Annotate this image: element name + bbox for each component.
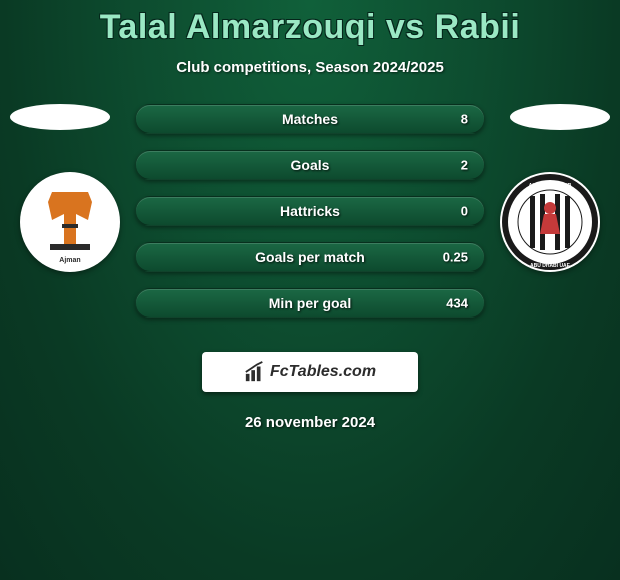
brand-badge[interactable]: FcTables.com: [202, 352, 418, 392]
bar-chart-icon: [244, 361, 266, 383]
ajman-club-icon: Ajman: [20, 172, 120, 272]
svg-text:Ajman: Ajman: [59, 257, 80, 264]
stat-row-hattricks: Hattricks 0: [135, 196, 485, 226]
stat-label: Hattricks: [280, 203, 340, 219]
svg-text:AL JAZIRA CLUB: AL JAZIRA CLUB: [529, 183, 572, 189]
stat-value: 8: [461, 112, 468, 127]
comparison-panel: Ajman AL JAZIRA CLUB ABU DHABI UAE Match…: [0, 104, 620, 334]
player-right-silhouette: [510, 104, 610, 130]
brand-text: FcTables.com: [270, 363, 376, 381]
stat-label: Matches: [282, 111, 338, 127]
stat-value: 0: [461, 204, 468, 219]
stat-row-matches: Matches 8: [135, 104, 485, 134]
stat-label: Goals: [291, 157, 330, 173]
stat-value: 0.25: [443, 250, 468, 265]
stat-row-min-per-goal: Min per goal 434: [135, 288, 485, 318]
club-badge-right: AL JAZIRA CLUB ABU DHABI UAE: [500, 172, 600, 272]
stat-value: 434: [446, 296, 468, 311]
club-badge-left: Ajman: [20, 172, 120, 272]
stat-label: Goals per match: [255, 249, 365, 265]
player-left-silhouette: [10, 104, 110, 130]
al-jazira-club-icon: AL JAZIRA CLUB ABU DHABI UAE: [500, 172, 600, 272]
page-title: Talal Almarzouqi vs Rabii: [0, 0, 620, 47]
stat-value: 2: [461, 158, 468, 173]
stat-label: Min per goal: [269, 295, 351, 311]
date-text: 26 november 2024: [0, 414, 620, 431]
stat-row-goals-per-match: Goals per match 0.25: [135, 242, 485, 272]
stat-bars: Matches 8 Goals 2 Hattricks 0 Goals per …: [135, 104, 485, 334]
subtitle: Club competitions, Season 2024/2025: [0, 59, 620, 76]
stat-row-goals: Goals 2: [135, 150, 485, 180]
svg-text:ABU DHABI UAE: ABU DHABI UAE: [530, 263, 571, 269]
